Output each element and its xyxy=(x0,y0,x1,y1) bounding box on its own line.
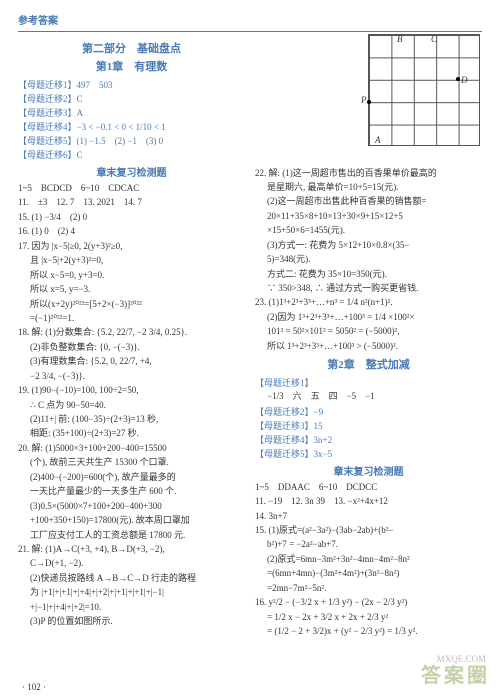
migrate-3: 【母题迁移3】A xyxy=(18,106,245,119)
q20a: (个), 故前三天共生产 15300 个口罩. xyxy=(18,456,245,470)
r15d: =2mn−7m²−5n². xyxy=(255,582,482,596)
q17: 17. 因为 |x−5|≥0, 2(y+3)²≥0, xyxy=(18,240,245,254)
grid-dot-d xyxy=(456,77,460,81)
header-rule xyxy=(18,31,482,32)
migrate2-3: 【母题迁移3】15 xyxy=(255,419,482,432)
migrate2-2: 【母题迁移2】−9 xyxy=(255,405,482,418)
q19b: (2)11+| 前: (100−35)÷(2+3)=13 秒, xyxy=(18,413,245,427)
q20b: (2)400−(−200)=600(个), 故产量最多的 xyxy=(18,471,245,485)
migrate2-1: 【母题迁移1】 xyxy=(255,376,482,389)
coordinate-grid: B C D P A xyxy=(368,34,480,146)
q22g: 方式二: 花费为 35×10=350(元). xyxy=(255,268,482,282)
q22d: ×15+50×6=1455(元). xyxy=(255,224,482,238)
q22: 22. 解: (1)这一周超市售出的百香果单价最高的 xyxy=(255,167,482,181)
page-number: · 102 · xyxy=(22,682,46,692)
q15: 15. (1) −3/4 (2) 0 xyxy=(18,211,245,225)
r16b: = (1/2 − 2 + 3/2)x + (y² − 2/3 y²) = 1/3… xyxy=(255,625,482,639)
chapter1-title: 第1章 有理数 xyxy=(18,58,245,74)
q21b: (2)快递员按路线 A→B→C→D 行走的路程 xyxy=(18,572,245,586)
grid-label-a: A xyxy=(375,135,381,145)
q20e: +100+350+150)=17800(元). 故本周口罩加 xyxy=(18,514,245,528)
q19: 19. (1)90−(−10)=100, 100÷2=50, xyxy=(18,384,245,398)
r15a: b²)+7 = −2a²−ab+7. xyxy=(255,538,482,552)
r16a: = 1/2 x − 2x + 3/2 x + 2x + 2/3 y² xyxy=(255,611,482,625)
q18a: (2)非负整数集合: {0, −(−3)}. xyxy=(18,341,245,355)
q17d: 所以(x+2y)²⁰²²=[5+2×(−3)]²⁰²² xyxy=(18,298,245,312)
q20: 20. 解: (1)5000×3+100+200−400=15500 xyxy=(18,442,245,456)
q18c: −2 3/4, −(−3)}. xyxy=(18,370,245,384)
exam-title-2: 章末复习检测题 xyxy=(255,463,482,478)
q11-14: 11. ±3 12. 7 13. 2021 14. 7 xyxy=(18,196,245,210)
q22e: (3)方式一: 花费为 5×12+10×0.8×(35− xyxy=(255,239,482,253)
grid-cells: B C D P A xyxy=(368,34,480,146)
q22b: (2)这一周超市出售此种百香果的销售额= xyxy=(255,195,482,209)
q20d: (3)0.5×(5000×7+100+200−400+300 xyxy=(18,500,245,514)
migrate-1: 【母题迁移1】497 503 xyxy=(18,78,245,91)
q17a: 且 |x−5|+2(y+3)²=0, xyxy=(18,254,245,268)
migrate2-5: 【母题迁移5】3x−5 xyxy=(255,447,482,460)
grid-dot-p xyxy=(367,100,371,104)
chapter2-title: 第2章 整式加减 xyxy=(255,356,482,372)
q17e: =(−1)²⁰²²=1. xyxy=(18,312,245,326)
q23c: 所以 1³+2³+3³+…+100³ > (−5000)². xyxy=(255,340,482,354)
q17c: 所以 x=5, y=−3. xyxy=(18,283,245,297)
migrate-5: 【母题迁移5】(1) −1.5 (2) −1 (3) 0 xyxy=(18,134,245,147)
q22h: ∵ 350>348, ∴ 通过方式一购买更省钱. xyxy=(255,282,482,296)
exam-title-1: 章末复习检测题 xyxy=(18,164,245,179)
q21d: +|−1|+|+4|+|+2|=10. xyxy=(18,601,245,615)
grid-label-b: B xyxy=(397,34,403,44)
migrate2-1a: −1/3 六 五 四 −5 −1 xyxy=(255,390,482,404)
q21: 21. 解: (1)A→C(+3, +4), B→D(+3, −2), xyxy=(18,543,245,557)
q21a: C→D(+1, −2). xyxy=(18,557,245,571)
q21e: (3)P 的位置如图所示. xyxy=(18,615,245,629)
q23a: (2)因为 1³+2³+3³+…+100³ = 1/4 ×100²× xyxy=(255,311,482,325)
page-root: 参考答案 B C D P A 第二部分 基础盘点 第1章 有理数 【母题迁移1】… xyxy=(0,0,500,698)
watermark-main: 答案圈 xyxy=(421,659,490,688)
q19a: ∴ C 点为 90−50=40. xyxy=(18,399,245,413)
q18: 18. 解: (1)分数集合: {5.2, 22/7, −2 3/4, 0.25… xyxy=(18,326,245,340)
q18b: (3)有理数集合: {5.2, 0, 22/7, +4, xyxy=(18,355,245,369)
header-label: 参考答案 xyxy=(18,12,482,27)
q21c: 为 |+1|+|+1|+|+4|+|+2|+|+1|+|+1|+|−1| xyxy=(18,586,245,600)
migrate2-4: 【母题迁移4】3n+2 xyxy=(255,433,482,446)
migrate-2: 【母题迁移2】C xyxy=(18,92,245,105)
r15b: (2)原式=6mn−3m²+3n²−4mn−4m²−8n² xyxy=(255,553,482,567)
q22c: 20×11+35×8+10×13+30×9+15×12+5 xyxy=(255,210,482,224)
grid-label-d: D xyxy=(461,75,468,85)
q23b: 101² = 50²×101² = 5050² = (−5000)², xyxy=(255,325,482,339)
r11-13: 11. −19 12. 3n 39 13. −x²+4x+12 xyxy=(255,495,482,509)
q23: 23. (1)1³+2³+3³+…+n³ = 1/4 n²(n+1)². xyxy=(255,296,482,310)
r16: 16. y²/2 − (−3/2 x + 1/3 y²) − (2x − 2/3… xyxy=(255,596,482,610)
q22a: 是星期六, 最高单价=10+5=15(元). xyxy=(255,181,482,195)
grid-label-p: P xyxy=(361,95,367,105)
q22f: 5)=348(元). xyxy=(255,253,482,267)
migrate-6: 【母题迁移6】C xyxy=(18,148,245,161)
left-column: 第二部分 基础盘点 第1章 有理数 【母题迁移1】497 503 【母题迁移2】… xyxy=(18,38,245,639)
r1-5: 1~5 DDAAC 6~10 DCDCC xyxy=(255,481,482,495)
q19c: 相距: (35+100)÷(2+3)=27 秒. xyxy=(18,427,245,441)
migrate-4: 【母题迁移4】−3 < −0.1 < 0 < 1/10 < 1 xyxy=(18,120,245,133)
q20f: 工厂应支付工人的工资总额是 17800 元. xyxy=(18,529,245,543)
q20c: 一天比产量最少的一天多生产 600 个. xyxy=(18,485,245,499)
r15c: =(6mn+4mn)−(3m²+4m²)+(3n²−8n²) xyxy=(255,567,482,581)
grid-label-c: C xyxy=(431,34,437,44)
part-title: 第二部分 基础盘点 xyxy=(18,40,245,56)
q17b: 所以 x−5=0, y+3=0. xyxy=(18,269,245,283)
q16: 16. (1) 0 (2) 4 xyxy=(18,225,245,239)
q1-5: 1~5 BCDCD 6~10 CDCAC xyxy=(18,182,245,196)
r15: 15. (1)原式=(a²−3a²)−(3ab−2ab)+(b²− xyxy=(255,524,482,538)
r14: 14. 3n+7 xyxy=(255,510,482,524)
